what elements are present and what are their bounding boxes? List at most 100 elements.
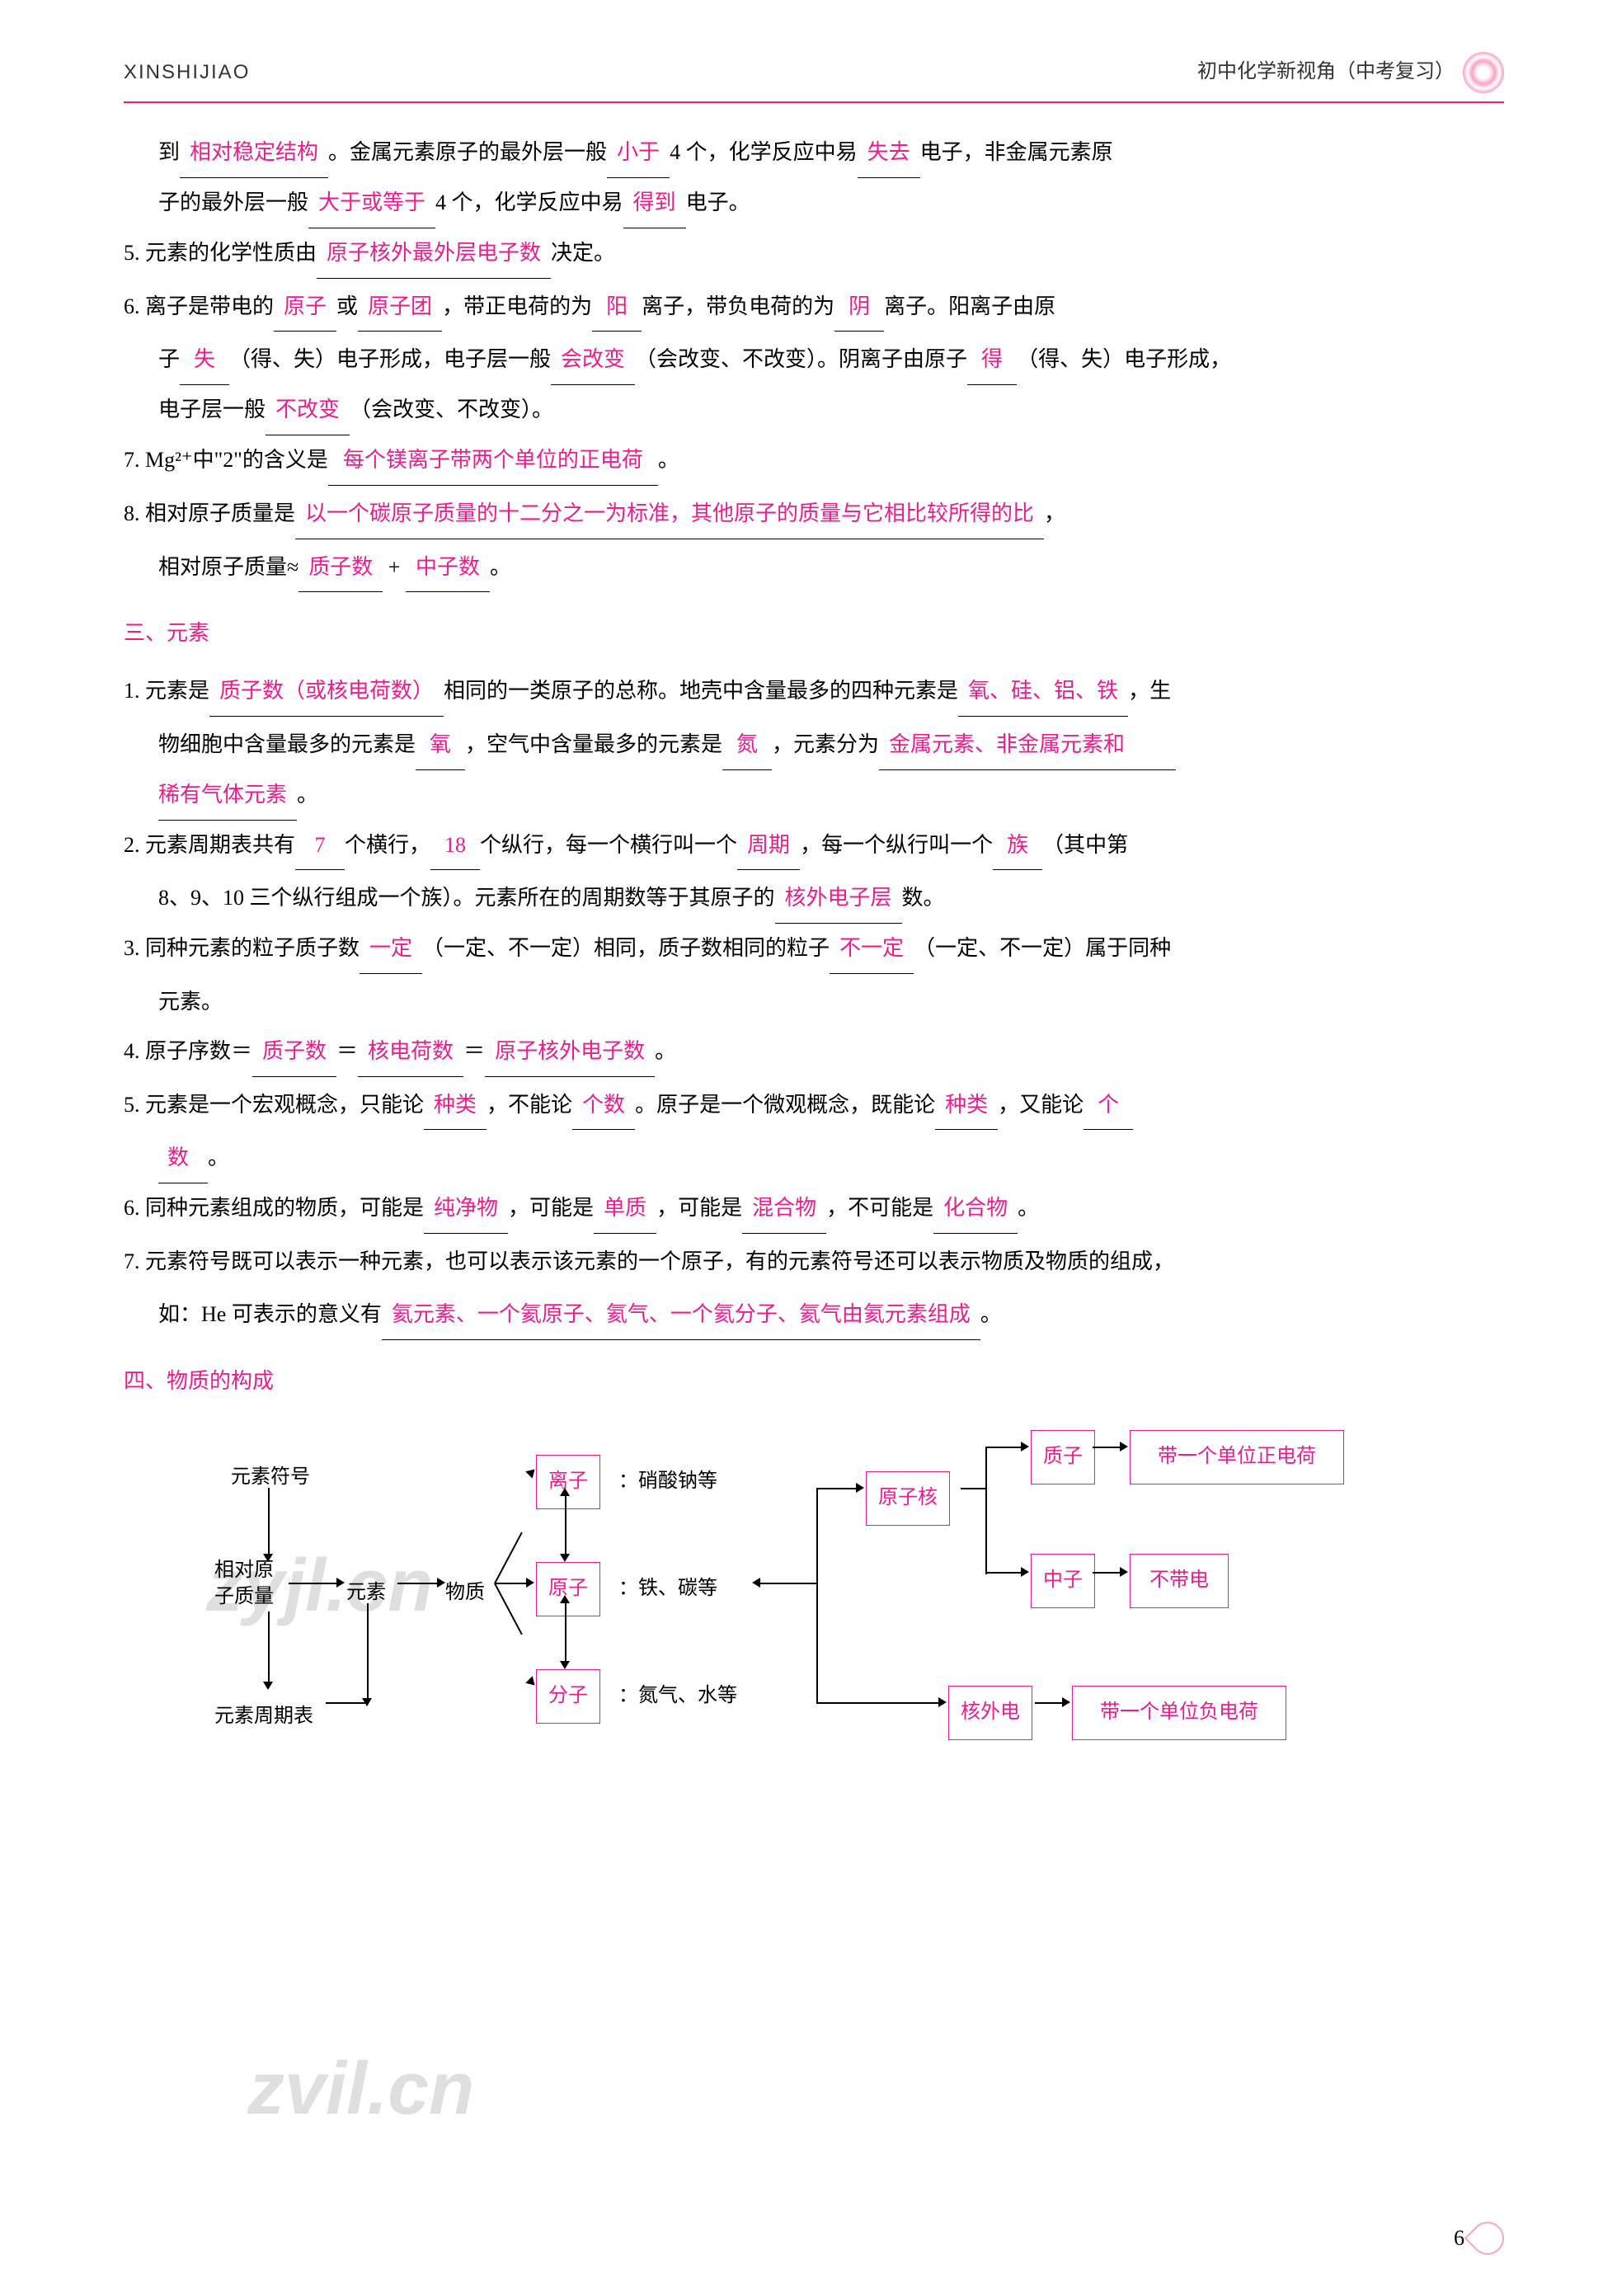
answer: 每个镁离子带两个单位的正电荷 (328, 435, 658, 486)
answer: 纯净物 (424, 1183, 508, 1234)
text: 7. Mg²⁺中"2"的含义是 (124, 448, 328, 472)
text: 如：He 可表示的意义有 (158, 1302, 382, 1326)
answer: 数 (158, 1133, 208, 1183)
sec3-item-1-continued: 物细胞中含量最多的元素是氧，空气中含量最多的元素是氮，元素分为金属元素、非金属元… (124, 720, 1504, 770)
molecule-example: ：氮气、水等 (618, 1673, 737, 1719)
item-6-continued-2: 电子层一般不改变（会改变、不改变）。 (124, 385, 1504, 435)
answer: 氦元素、一个氦原子、氦气、一个氦分子、氦气由氦元素组成 (382, 1290, 980, 1340)
text: 到 (158, 140, 180, 164)
text: 8. 相对原子质量是 (124, 501, 295, 525)
page-number: 6 (1454, 2214, 1504, 2263)
answer: 氧、硅、铝、铁 (958, 666, 1128, 717)
answer: 氧 (416, 720, 465, 770)
item-5: 5. 元素的化学性质由原子核外最外层电子数决定。 (124, 228, 1504, 279)
sec3-item-1: 1. 元素是质子数（或核电荷数）相同的一类原子的总称。地壳中含量最多的四种元素是… (124, 666, 1504, 717)
answer: 7 (295, 821, 345, 871)
sec3-item-2: 2. 元素周期表共有7个横行，18个纵行，每一个横行叫一个周期，每一个纵行叫一个… (124, 821, 1504, 871)
text: 个横行， (345, 833, 430, 857)
text: 数。 (902, 886, 945, 910)
text: 相同的一类原子的总称。地壳中含量最多的四种元素是 (444, 679, 958, 703)
section-3-title: 三、元素 (124, 609, 1504, 658)
answer: 核外电子层 (775, 873, 902, 924)
text: 子 (158, 347, 180, 371)
answer: 以一个碳原子质量的十二分之一为标准，其他原子的质量与它相比较所得的比 (295, 489, 1044, 539)
text: ，每一个纵行叫一个 (800, 833, 993, 857)
answer: 质子数 (252, 1027, 336, 1077)
text: ，带正电荷的为 (442, 294, 592, 318)
text: 。 (208, 1146, 229, 1169)
text: （得、失）电子形成， (1017, 347, 1231, 371)
sec3-item-2-continued: 8、9、10 三个纵行组成一个族）。元素所在的周期数等于其原子的核外电子层数。 (124, 873, 1504, 924)
box-nucleus: 原子核 (866, 1471, 950, 1525)
answer: 核电荷数 (358, 1027, 463, 1077)
answer: 18 (430, 821, 480, 871)
text: ，可能是 (656, 1196, 742, 1220)
text: 。原子是一个微观概念，既能论 (635, 1093, 935, 1117)
text: （会改变、不改变）。阴离子由原子 (635, 347, 967, 371)
answer: 阳 (592, 282, 642, 332)
box-proton: 质子 (1031, 1430, 1095, 1484)
text: 个纵行，每一个横行叫一个 (480, 833, 737, 857)
text: 7. 元素符号既可以表示一种元素，也可以表示该元素的一个原子，有的元素符号还可以… (124, 1249, 1174, 1273)
text: 相对原子质量≈ (158, 555, 299, 579)
text: （一定、不一定）相同，质子数相同的粒子 (422, 936, 830, 960)
text: （会改变、不改变）。 (350, 398, 553, 421)
label-periodic: 元素周期表 (214, 1694, 313, 1739)
box-ion: 离子 (536, 1455, 600, 1508)
label-element-symbol: 元素符号 (231, 1455, 310, 1500)
answer: 失 (180, 335, 229, 385)
text: 电子，非金属元素原 (920, 140, 1113, 164)
answer: 不一定 (830, 924, 914, 974)
label-substance: 物质 (445, 1570, 485, 1616)
watermark-2: zvil.cn (247, 2004, 474, 2175)
item-4-continued: 到相对稳定结构。金属元素原子的最外层一般小于4 个，化学反应中易失去电子，非金属… (124, 128, 1504, 178)
page-number-text: 6 (1454, 2214, 1464, 2263)
text: ，不能论 (487, 1093, 572, 1117)
box-atom: 原子 (536, 1562, 600, 1616)
sec3-item-7: 7. 元素符号既可以表示一种元素，也可以表示该元素的一个原子，有的元素符号还可以… (124, 1237, 1504, 1287)
text: （其中第 (1042, 833, 1128, 857)
text: 离子。阳离子由原 (884, 294, 1055, 318)
answer: 阴 (834, 282, 884, 332)
answer: 得 (967, 335, 1017, 385)
page-header: XINSHIJIAO 初中化学新视角（中考复习） (124, 49, 1504, 103)
text: 5. 元素的化学性质由 (124, 241, 317, 265)
item-8-continued: 相对原子质量≈质子数 + 中子数。 (124, 543, 1504, 593)
answer: 种类 (935, 1080, 998, 1131)
answer: 失去 (858, 128, 920, 178)
answer: 相对稳定结构 (180, 128, 328, 178)
answer: 原子核外电子数 (485, 1027, 655, 1077)
header-brand: XINSHIJIAO (124, 49, 250, 95)
text: 4 个，化学反应中易 (670, 140, 858, 164)
text: 子的最外层一般 (158, 191, 308, 214)
sec3-item-4: 4. 原子序数＝质子数＝核电荷数＝原子核外电子数。 (124, 1027, 1504, 1077)
box-molecule: 分子 (536, 1669, 600, 1723)
section-4-title: 四、物质的构成 (124, 1357, 1504, 1406)
text: ，元素分为 (772, 732, 879, 756)
box-proton-desc: 带一个单位正电荷 (1130, 1430, 1344, 1484)
answer: 不改变 (266, 385, 350, 435)
text: 1. 元素是 (124, 679, 209, 703)
answer: 族 (993, 821, 1042, 871)
text: 。金属元素原子的最外层一般 (328, 140, 607, 164)
text: 元素。 (158, 990, 223, 1014)
answer: 种类 (424, 1080, 487, 1131)
text: 物细胞中含量最多的元素是 (158, 732, 416, 756)
box-neutron-desc: 不带电 (1130, 1554, 1229, 1607)
sec3-item-1-continued-2: 稀有气体元素。 (124, 770, 1504, 821)
item-6-continued: 子失（得、失）电子形成，电子层一般会改变（会改变、不改变）。阴离子由原子得（得、… (124, 335, 1504, 385)
structure-diagram: 元素符号 相对原 子质量 元素周期表 元素 物质 离子 原子 分子 ：硝酸钠等 … (124, 1430, 1504, 1793)
answer: 个数 (572, 1080, 635, 1131)
answer: 个 (1084, 1080, 1133, 1131)
answer: 大于或等于 (308, 178, 435, 228)
text: ，空气中含量最多的元素是 (465, 732, 722, 756)
sec3-item-6: 6. 同种元素组成的物质，可能是纯净物，可能是单质，可能是混合物，不可能是化合物… (124, 1183, 1504, 1234)
text: 4 个，化学反应中易 (435, 191, 623, 214)
answer: 金属元素、非金属元素和 (879, 720, 1176, 770)
sec3-item-5: 5. 元素是一个宏观概念，只能论种类，不能论个数。原子是一个微观概念，既能论种类… (124, 1080, 1504, 1131)
text: 3. 同种元素的粒子质子数 (124, 936, 360, 960)
text: 电子层一般 (158, 398, 266, 421)
label-element: 元素 (346, 1570, 386, 1616)
ion-example: ：硝酸钠等 (618, 1459, 717, 1504)
text: 电子。 (686, 191, 750, 214)
